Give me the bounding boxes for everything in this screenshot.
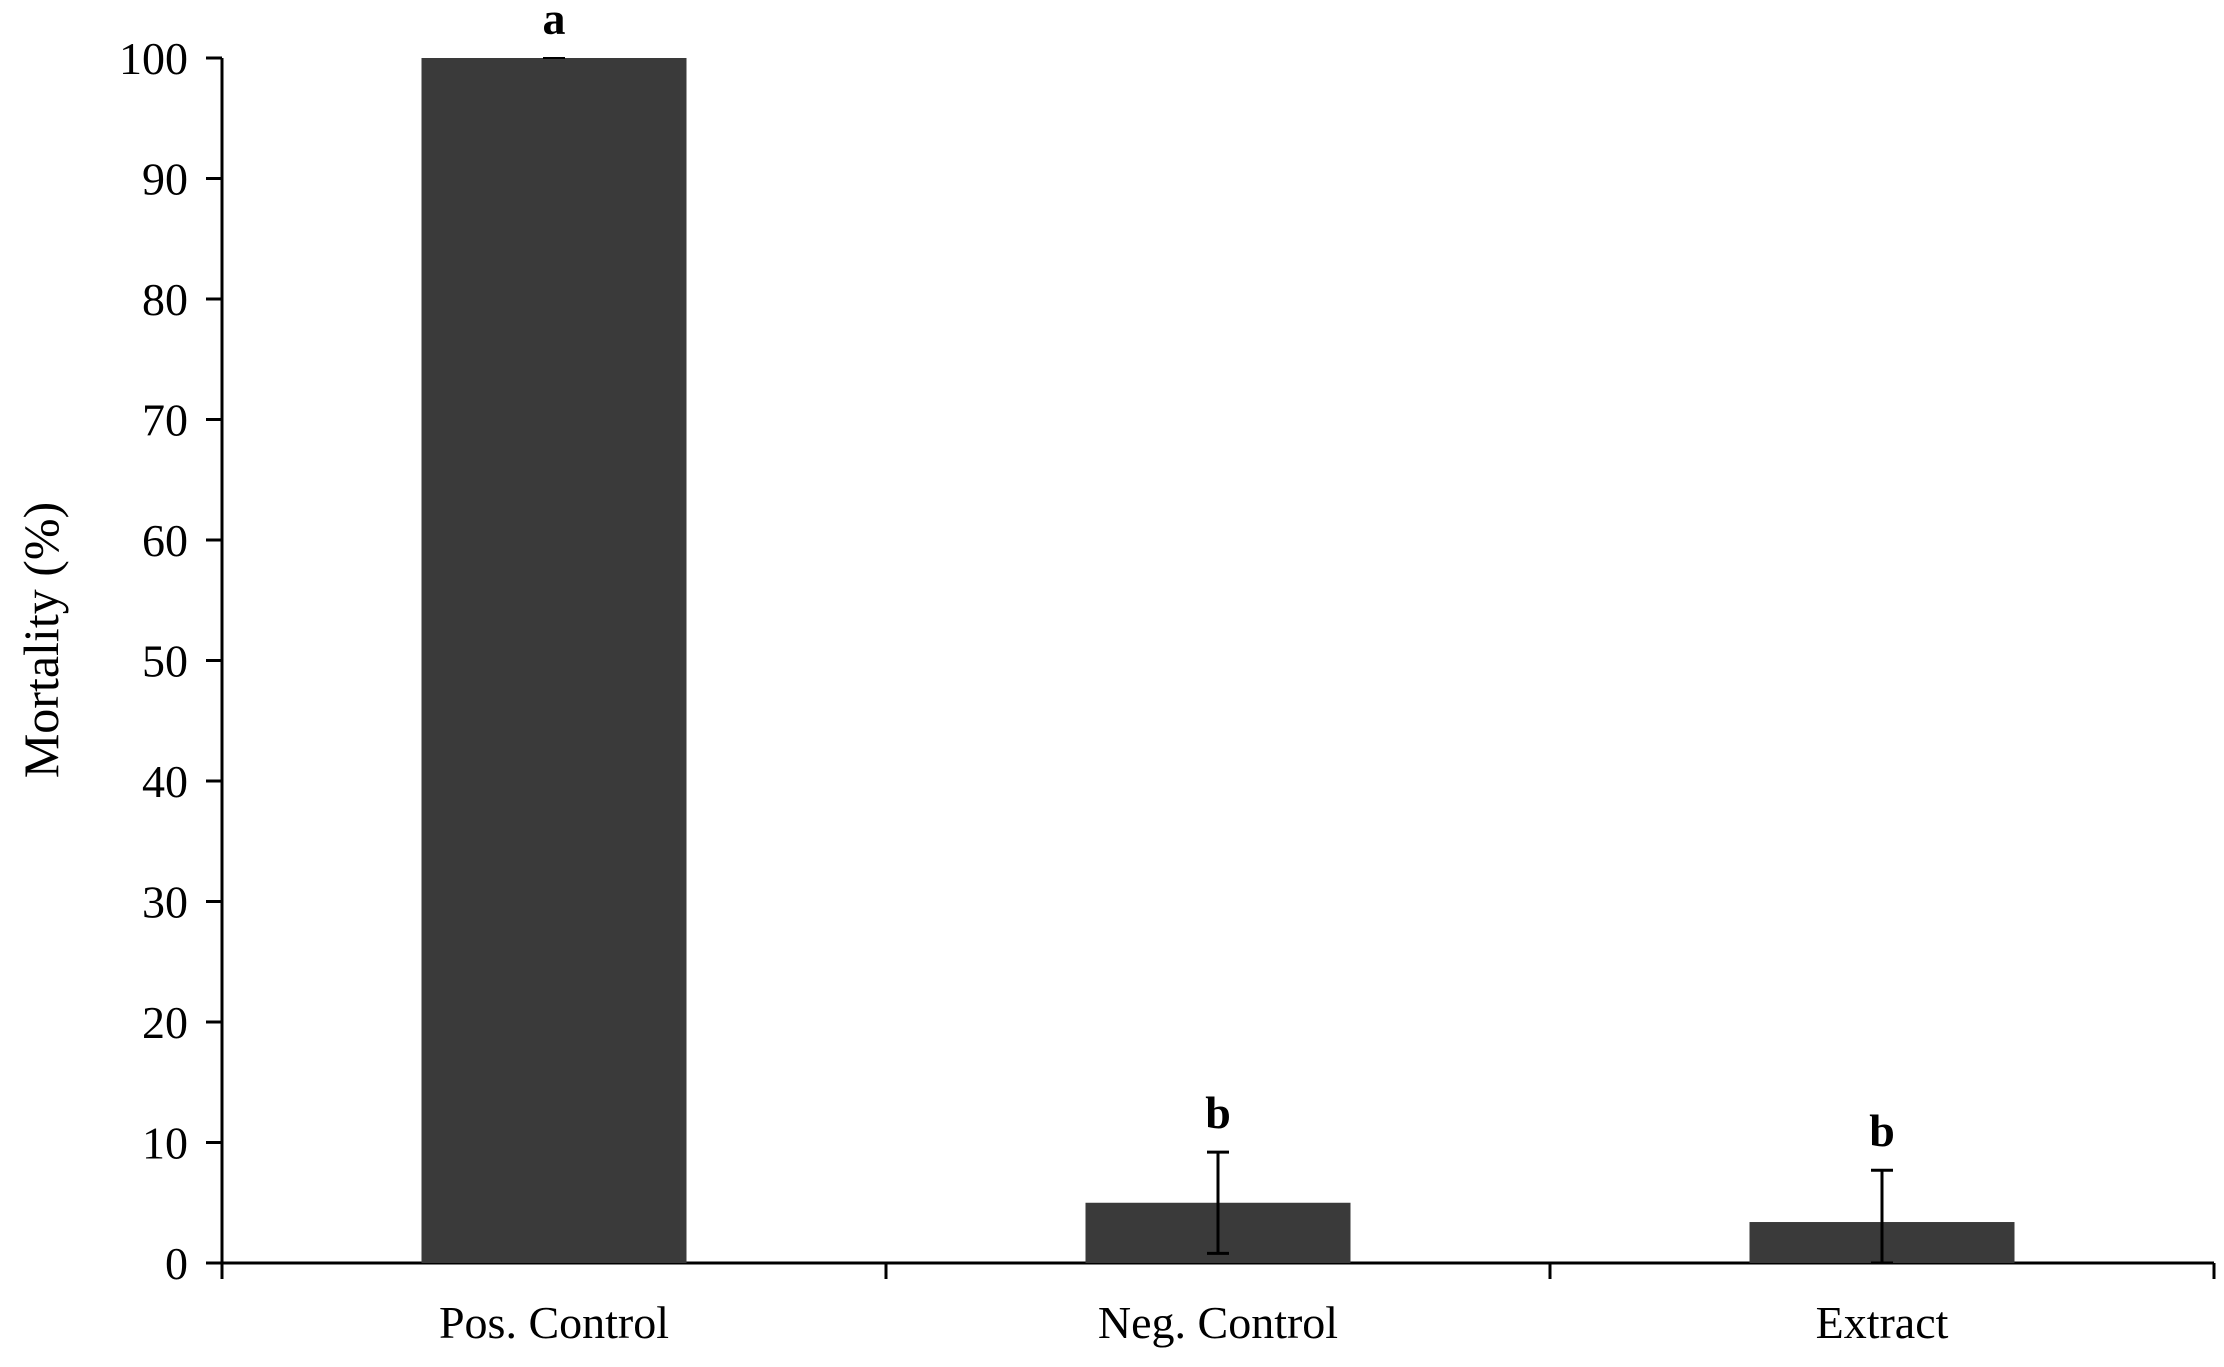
significance-letter: b — [1869, 1105, 1895, 1156]
y-tick-label: 100 — [119, 33, 188, 84]
bar — [421, 58, 687, 1263]
x-category-label: Neg. Control — [1098, 1297, 1338, 1348]
significance-letter: b — [1205, 1087, 1231, 1138]
y-axis-title: Mortality (%) — [13, 502, 69, 778]
y-tick-label: 10 — [142, 1118, 188, 1169]
y-tick-label: 0 — [165, 1238, 188, 1289]
x-category-label: Pos. Control — [439, 1297, 669, 1348]
labels: 0 10 20 30 40 50 60 70 80 90 100 a Pos. Control b Neg.… — [119, 0, 1949, 1348]
significance-letter: a — [543, 0, 566, 44]
y-tick-label: 80 — [142, 274, 188, 325]
y-tick-label: 50 — [142, 636, 188, 687]
x-category-label: Extract — [1816, 1297, 1949, 1348]
bars — [421, 57, 2015, 1265]
y-tick-label: 90 — [142, 154, 188, 205]
y-tick-label: 40 — [142, 756, 188, 807]
y-tick-label: 30 — [142, 877, 188, 928]
y-tick-label: 60 — [142, 515, 188, 566]
y-tick-label: 20 — [142, 997, 188, 1048]
y-tick-label: 70 — [142, 395, 188, 446]
